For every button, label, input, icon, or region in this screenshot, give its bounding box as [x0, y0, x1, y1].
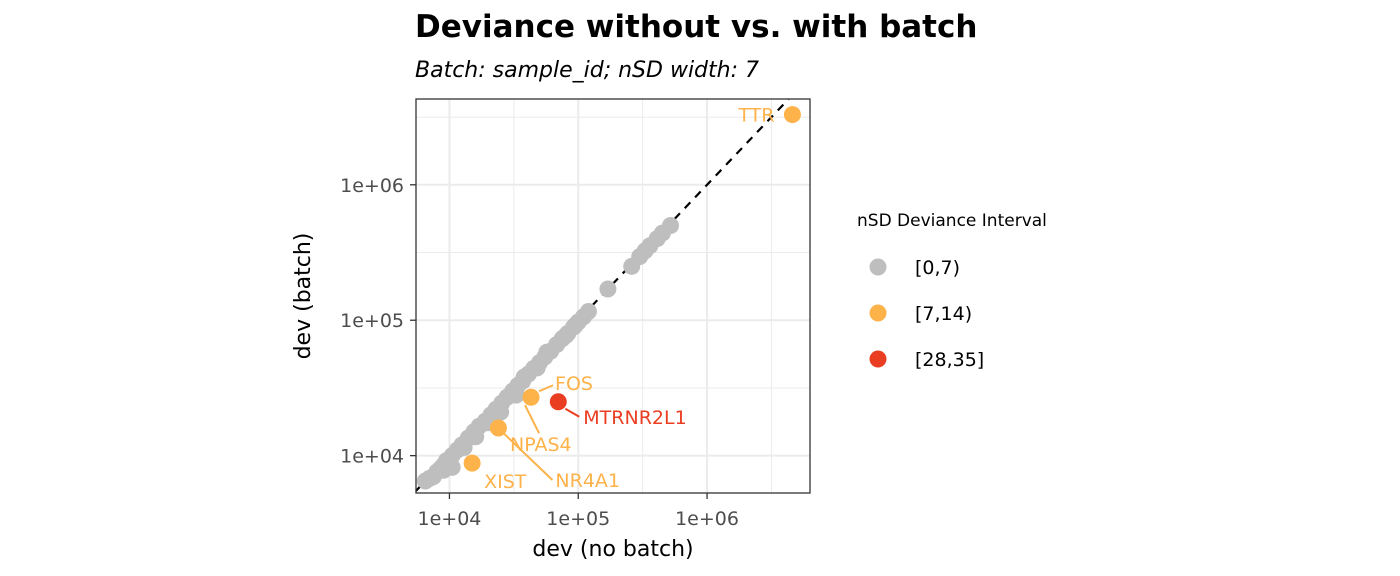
legend-key-0 [869, 258, 887, 276]
data-points [416, 106, 801, 490]
x-tick-label: 1e+06 [675, 508, 739, 530]
data-point [467, 428, 485, 446]
data-point [599, 280, 617, 298]
label-leader-line [538, 384, 554, 393]
y-tick-label: 1e+04 [340, 446, 404, 468]
legend-entries: [0,7) [7,14) [28,35] [869, 257, 984, 371]
legend-label-2: [28,35] [915, 349, 984, 371]
gene-label-npas4: NPAS4 [510, 434, 572, 456]
legend-key-2 [869, 350, 887, 368]
gene-label-fos: FOS [555, 373, 593, 395]
label-leader-line [503, 433, 554, 481]
gene-label-ttr: TTR [737, 105, 774, 127]
data-point [507, 386, 525, 404]
data-point [783, 106, 801, 124]
grid-lines [416, 99, 810, 493]
data-point [515, 368, 533, 386]
panel-border [415, 98, 811, 494]
gene-label-nr4a1: NR4A1 [555, 470, 620, 492]
panel-frame [415, 98, 811, 494]
data-point [489, 419, 507, 437]
axes: 1e+04 1e+05 1e+06 1e+04 1e+05 1e+06 [340, 175, 739, 530]
legend-label-0: [0,7) [915, 257, 960, 279]
chart-title: Deviance without vs. with batch [415, 9, 977, 45]
gene-labels: TTR FOS NPAS4 NR4A1 XIST MTRNR2L1 [484, 105, 774, 494]
chart-subtitle: Batch: sample_id; nSD width: 7 [415, 58, 759, 83]
legend-title: nSD Deviance Interval [857, 211, 1047, 231]
y-tick-label: 1e+05 [340, 310, 404, 332]
x-tick-label: 1e+04 [418, 508, 482, 530]
data-point [528, 359, 546, 377]
data-point [549, 393, 567, 411]
label-leader-line [564, 407, 580, 418]
x-axis-title: dev (no batch) [532, 537, 693, 562]
gene-label-mtrnr2l1: MTRNR2L1 [583, 407, 686, 429]
data-point [492, 403, 510, 421]
data-point [661, 217, 679, 235]
data-point [579, 302, 597, 320]
legend-label-1: [7,14) [915, 303, 972, 325]
label-leader-line [524, 404, 540, 434]
y-tick-label: 1e+06 [340, 175, 404, 197]
gene-label-xist: XIST [484, 471, 527, 493]
data-point [463, 454, 481, 472]
data-point [522, 388, 540, 406]
legend: nSD Deviance Interval [0,7) [7,14) [28,35] [857, 211, 1047, 371]
data-point [538, 343, 556, 361]
legend-key-1 [869, 304, 887, 322]
data-point [443, 458, 461, 476]
x-tick-label: 1e+05 [546, 508, 610, 530]
data-point [566, 316, 584, 334]
data-point [455, 438, 473, 456]
label-leader-lines [503, 384, 580, 481]
y-axis-title: dev (batch) [291, 233, 316, 360]
